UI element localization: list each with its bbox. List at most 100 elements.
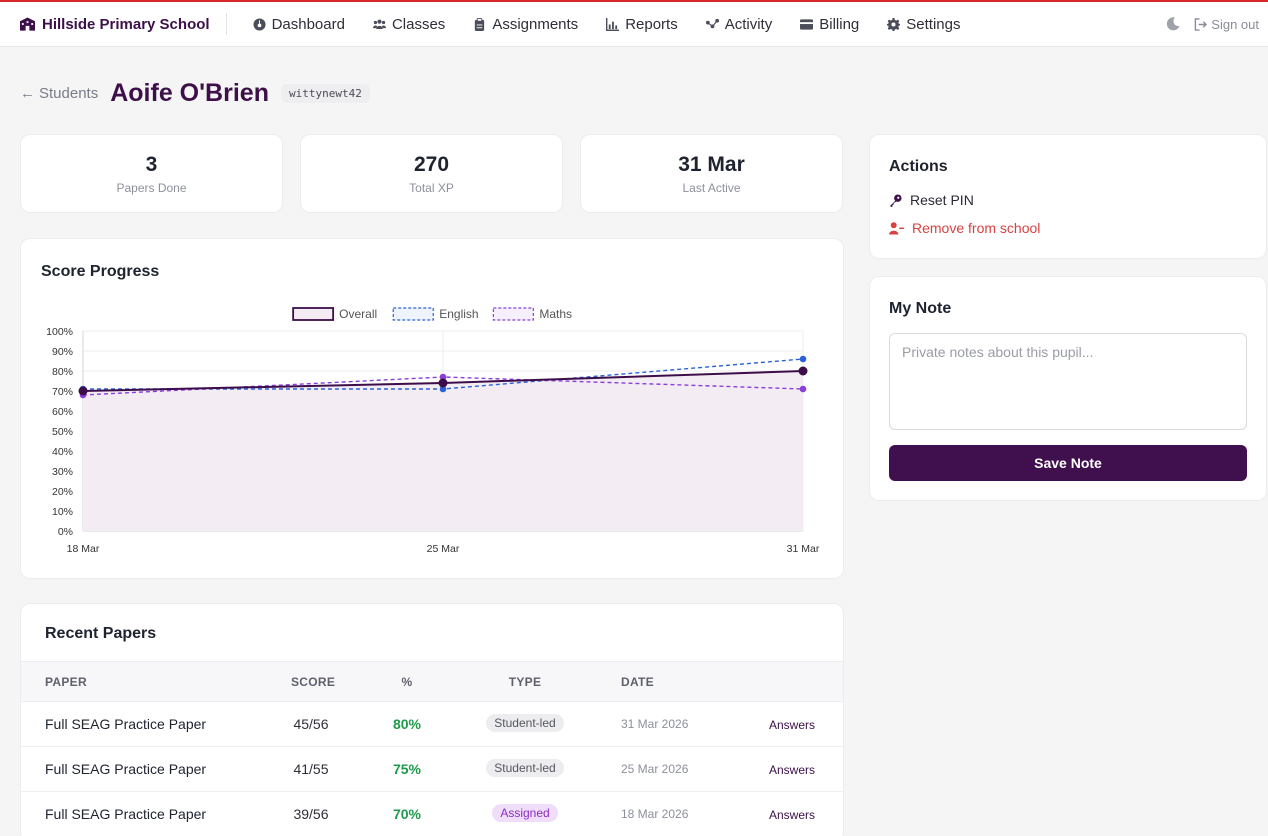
legend-label-overall: Overall — [339, 307, 377, 321]
paper-type-badge: Student-led — [486, 759, 564, 777]
credit-card-icon — [800, 18, 814, 30]
paper-date: 25 Mar 2026 — [621, 762, 689, 776]
table-row: Full SEAG Practice Paper 45/56 80% Stude… — [21, 702, 843, 747]
data-point-english — [799, 355, 807, 363]
reset-pin-button[interactable]: Reset PIN — [889, 192, 974, 208]
legend-swatch-maths — [492, 307, 534, 321]
y-tick-label: 0% — [58, 526, 73, 538]
stat-label: Last Active — [682, 181, 741, 195]
remove-from-school-label: Remove from school — [912, 220, 1041, 236]
nav-billing-label: Billing — [819, 15, 860, 33]
score-progress-card: Score Progress 0% 10% 20% 30% 40% 50% 60% 70% 80… — [20, 238, 844, 579]
remove-from-school-button[interactable]: Remove from school — [889, 220, 1040, 236]
recent-papers-title: Recent Papers — [45, 625, 157, 642]
classes-icon — [372, 19, 386, 29]
stat-last-active: 31 Mar Last Active — [580, 134, 843, 213]
y-tick-label: 30% — [52, 466, 73, 478]
nav-classes-label: Classes — [391, 15, 446, 33]
clipboard-icon — [475, 17, 485, 31]
nav-dashboard[interactable]: Dashboard — [239, 16, 359, 33]
stat-value: 3 — [145, 153, 158, 176]
chart-icon — [606, 17, 620, 31]
score-progress-title: Score Progress — [41, 263, 160, 280]
y-tick-label: 50% — [52, 426, 73, 438]
data-point-overall — [798, 366, 808, 376]
paper-percent: 70% — [392, 806, 422, 822]
nav-assignments-label: Assignments — [492, 15, 579, 33]
paper-name: Full SEAG Practice Paper — [45, 761, 207, 777]
x-tick-label: 31 Mar — [787, 543, 820, 555]
legend-label-english: English — [439, 307, 478, 321]
brand[interactable]: Hillside Primary School — [0, 13, 227, 35]
y-tick-label: 100% — [46, 326, 73, 338]
nav-classes[interactable]: Classes — [359, 16, 459, 33]
activity-icon — [705, 18, 719, 28]
reset-pin-label: Reset PIN — [910, 192, 974, 208]
top-navigation-bar: Hillside Primary School Dashboard Classe… — [0, 0, 1268, 47]
stat-papers-done: 3 Papers Done — [20, 134, 283, 213]
sign-out-button[interactable]: Sign out — [1194, 17, 1259, 32]
back-to-students-link[interactable]: ← Students — [20, 85, 98, 102]
paper-date: 18 Mar 2026 — [621, 807, 689, 821]
my-note-card: My Note Save Note — [869, 276, 1267, 501]
username-badge: wittynewt42 — [280, 83, 370, 103]
stat-label: Papers Done — [116, 181, 187, 195]
nav-reports[interactable]: Reports — [592, 16, 692, 33]
answers-link[interactable]: Answers — [769, 718, 816, 732]
stat-value: 31 Mar — [678, 153, 745, 176]
col-type: TYPE — [508, 675, 542, 689]
data-point-overall — [78, 386, 88, 396]
actions-card: Actions Reset PIN Remove from school — [869, 134, 1267, 259]
paper-score: 39/56 — [293, 806, 329, 822]
table-row: Full SEAG Practice Paper 41/55 75% Stude… — [21, 747, 843, 792]
nav-billing[interactable]: Billing — [786, 16, 873, 33]
nav-activity-label: Activity — [724, 15, 773, 33]
y-tick-label: 80% — [52, 366, 73, 378]
series-area-overall — [83, 371, 803, 531]
data-point-maths — [439, 373, 447, 381]
legend-label-maths: Maths — [539, 307, 572, 321]
page-title: Aoife O'Brien — [110, 78, 269, 107]
user-minus-icon — [889, 221, 904, 235]
nav-settings-label: Settings — [906, 15, 961, 33]
paper-type-cell: Assigned — [475, 804, 575, 822]
x-tick-label: 25 Mar — [427, 543, 460, 555]
paper-date: 31 Mar 2026 — [621, 717, 689, 731]
col-paper: PAPER — [45, 675, 87, 689]
y-tick-label: 10% — [52, 506, 73, 518]
legend-swatch-overall — [292, 307, 335, 321]
nav-settings[interactable]: Settings — [873, 16, 974, 33]
stat-label: Total XP — [409, 181, 454, 195]
actions-title: Actions — [889, 158, 948, 175]
header-right: Sign out — [1166, 17, 1268, 32]
stat-value: 270 — [413, 153, 450, 176]
legend-swatch-english — [392, 307, 434, 321]
col-percent: % — [401, 675, 413, 689]
answers-link[interactable]: Answers — [769, 763, 816, 777]
back-link-label: Students — [39, 84, 99, 102]
paper-name: Full SEAG Practice Paper — [45, 716, 207, 732]
nav-assignments[interactable]: Assignments — [459, 16, 592, 33]
nav-dashboard-label: Dashboard — [271, 15, 345, 33]
nav-reports-label: Reports — [625, 15, 678, 33]
paper-percent: 80% — [392, 716, 422, 732]
paper-type-cell: Student-led — [475, 714, 575, 732]
paper-score: 41/55 — [293, 761, 329, 777]
y-tick-label: 60% — [52, 406, 73, 418]
answers-link[interactable]: Answers — [769, 808, 816, 822]
gear-icon — [887, 17, 901, 31]
save-note-button[interactable]: Save Note — [889, 445, 1247, 481]
y-tick-label: 70% — [52, 386, 73, 398]
data-point-overall — [438, 378, 448, 388]
nav-activity[interactable]: Activity — [692, 16, 787, 33]
moon-icon[interactable] — [1166, 17, 1180, 31]
dashboard-icon — [253, 17, 266, 31]
paper-score: 45/56 — [293, 716, 329, 732]
sign-out-icon — [1194, 17, 1208, 31]
table-row: Full SEAG Practice Paper 39/56 70% Assig… — [21, 792, 843, 836]
y-tick-label: 20% — [52, 486, 73, 498]
paper-type-badge: Assigned — [492, 804, 558, 822]
y-tick-label: 40% — [52, 446, 73, 458]
score-progress-chart: 0% 10% 20% 30% 40% 50% 60% 70% 80% 90% 100% 18 Mar 2… — [46, 307, 820, 555]
note-textarea[interactable] — [889, 333, 1247, 430]
